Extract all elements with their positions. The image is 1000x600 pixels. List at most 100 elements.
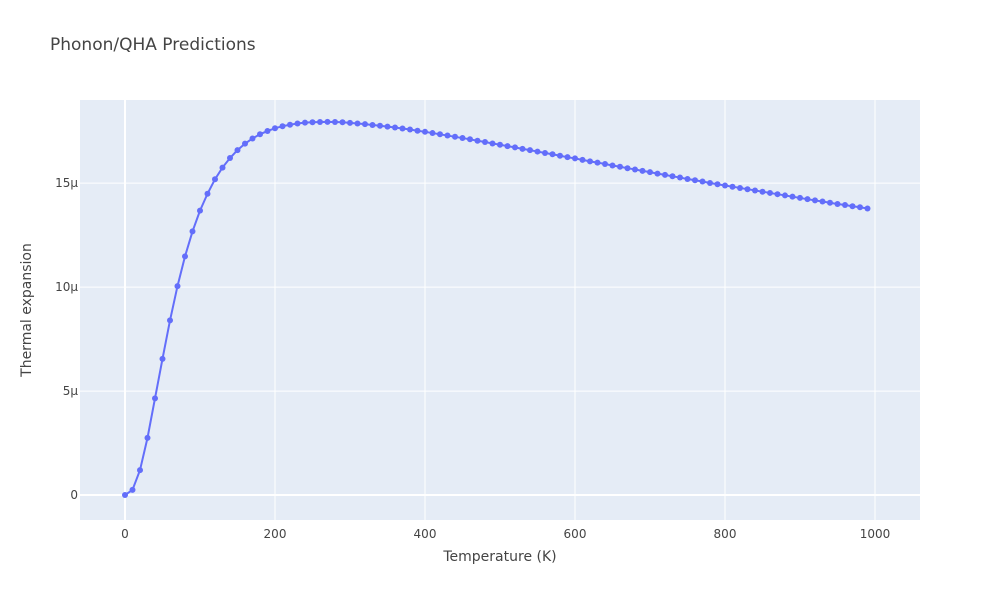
data-point[interactable] [287, 121, 293, 128]
data-point[interactable] [827, 199, 833, 206]
data-point[interactable] [587, 158, 593, 165]
data-point[interactable] [714, 181, 721, 188]
data-point[interactable] [429, 130, 436, 137]
data-point[interactable] [302, 119, 308, 126]
data-point[interactable] [819, 198, 826, 205]
data-point[interactable] [174, 283, 181, 290]
data-point[interactable] [144, 434, 151, 441]
data-point[interactable] [257, 131, 263, 138]
data-point[interactable] [557, 152, 563, 159]
data-point[interactable] [399, 125, 406, 132]
data-point[interactable] [339, 119, 346, 126]
data-point[interactable] [354, 120, 361, 127]
data-point[interactable] [317, 119, 323, 126]
data-point[interactable] [759, 188, 766, 195]
data-point[interactable] [437, 131, 443, 138]
data-point[interactable] [482, 139, 488, 145]
data-point[interactable] [369, 121, 376, 128]
data-point[interactable] [377, 122, 383, 129]
data-point[interactable] [414, 127, 421, 134]
data-point[interactable] [474, 137, 481, 144]
data-point[interactable] [692, 177, 698, 184]
data-point[interactable] [182, 253, 188, 260]
data-point[interactable] [407, 126, 413, 133]
data-point[interactable] [189, 228, 196, 235]
data-point[interactable] [227, 155, 233, 162]
data-point[interactable] [774, 191, 781, 198]
data-point[interactable] [422, 128, 428, 135]
data-point[interactable] [722, 182, 728, 189]
data-point[interactable] [579, 156, 586, 163]
data-point[interactable] [504, 143, 511, 150]
data-point[interactable] [294, 120, 301, 127]
data-point[interactable] [444, 132, 451, 139]
data-point[interactable] [467, 136, 473, 143]
data-point[interactable] [849, 203, 856, 210]
data-point[interactable] [594, 159, 601, 166]
data-point[interactable] [737, 184, 743, 191]
data-point[interactable] [684, 176, 691, 183]
data-point[interactable] [767, 189, 773, 196]
data-point[interactable] [647, 169, 653, 176]
data-point[interactable] [242, 140, 248, 147]
data-point[interactable] [699, 178, 706, 185]
data-point[interactable] [234, 147, 241, 154]
data-point[interactable] [572, 155, 578, 162]
data-point[interactable] [272, 125, 278, 132]
data-point[interactable] [662, 171, 668, 178]
data-point[interactable] [167, 317, 173, 324]
data-point[interactable] [549, 151, 556, 158]
data-point[interactable] [542, 150, 548, 157]
data-point[interactable] [332, 119, 338, 126]
data-point[interactable] [842, 202, 848, 208]
data-point[interactable] [632, 166, 638, 173]
data-point[interactable] [669, 173, 676, 180]
data-point[interactable] [624, 165, 631, 172]
data-point[interactable] [159, 355, 166, 362]
data-point[interactable] [812, 197, 818, 204]
data-point[interactable] [834, 200, 841, 207]
data-point[interactable] [324, 118, 331, 125]
data-point[interactable] [459, 135, 466, 142]
data-point[interactable] [392, 124, 398, 131]
data-point[interactable] [864, 205, 871, 212]
data-point[interactable] [362, 121, 368, 128]
data-point[interactable] [564, 154, 571, 161]
data-point[interactable] [797, 194, 803, 201]
data-point[interactable] [677, 174, 683, 181]
data-point[interactable] [384, 123, 391, 130]
data-point[interactable] [204, 190, 211, 197]
data-point[interactable] [264, 127, 271, 134]
data-point[interactable] [639, 167, 646, 174]
data-point[interactable] [534, 148, 541, 155]
data-point[interactable] [609, 162, 616, 169]
data-point[interactable] [617, 163, 623, 170]
data-point[interactable] [197, 207, 203, 214]
data-point[interactable] [602, 161, 608, 168]
data-point[interactable] [654, 170, 661, 177]
data-point[interactable] [309, 119, 316, 126]
data-point[interactable] [249, 135, 256, 142]
data-point[interactable] [527, 147, 533, 154]
data-point[interactable] [219, 164, 226, 171]
data-point[interactable] [752, 187, 758, 194]
data-point[interactable] [452, 133, 458, 140]
data-point[interactable] [789, 193, 796, 200]
data-point[interactable] [137, 467, 143, 474]
data-point[interactable] [212, 176, 218, 183]
data-point[interactable] [152, 395, 158, 402]
data-point[interactable] [857, 204, 863, 211]
data-point[interactable] [519, 145, 526, 152]
data-point[interactable] [707, 179, 713, 186]
data-point[interactable] [489, 140, 496, 147]
data-point[interactable] [497, 141, 503, 148]
data-point[interactable] [782, 192, 788, 199]
data-point[interactable] [279, 123, 286, 130]
data-point[interactable] [729, 183, 736, 190]
data-point[interactable] [744, 186, 751, 193]
data-point[interactable] [122, 492, 128, 499]
data-point[interactable] [804, 196, 811, 203]
data-point[interactable] [512, 144, 518, 151]
data-point[interactable] [347, 119, 353, 126]
data-point[interactable] [129, 486, 136, 493]
